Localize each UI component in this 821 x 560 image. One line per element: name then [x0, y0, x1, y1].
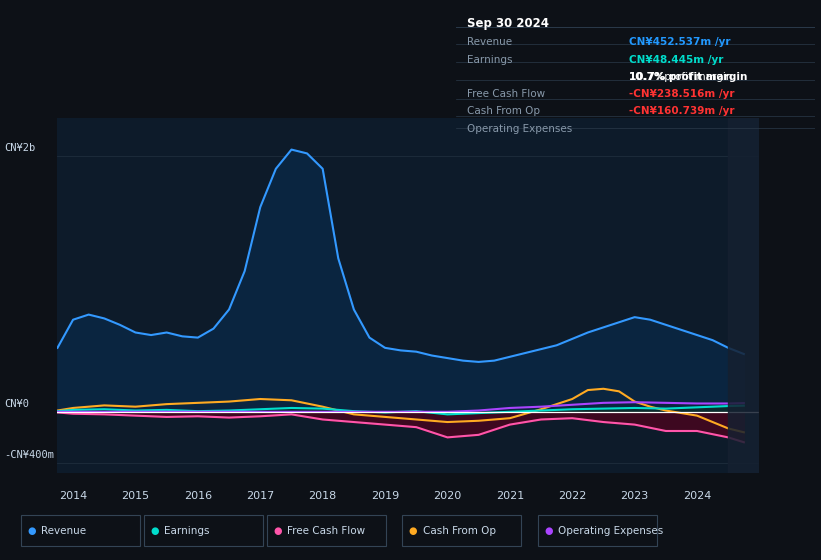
Text: -CN¥400m: -CN¥400m [4, 450, 54, 460]
Text: ●: ● [150, 526, 158, 536]
Text: Operating Expenses: Operating Expenses [558, 526, 663, 536]
Text: Revenue: Revenue [467, 37, 512, 47]
Text: -CN¥238.516m /yr: -CN¥238.516m /yr [629, 89, 734, 99]
Text: 2019: 2019 [371, 491, 399, 501]
Text: Free Cash Flow: Free Cash Flow [287, 526, 365, 536]
Text: 2014: 2014 [59, 491, 87, 501]
Text: -CN¥160.739m /yr: -CN¥160.739m /yr [629, 106, 734, 116]
Text: 2015: 2015 [122, 491, 149, 501]
Text: CN¥452.537m /yr: CN¥452.537m /yr [629, 37, 730, 47]
Text: 10.7% profit margin: 10.7% profit margin [629, 72, 747, 82]
Text: Earnings: Earnings [164, 526, 209, 536]
Text: Free Cash Flow: Free Cash Flow [467, 89, 545, 99]
Bar [728, 118, 759, 473]
Text: Operating Expenses: Operating Expenses [467, 124, 572, 134]
Text: 2017: 2017 [246, 491, 274, 501]
Text: profit margin: profit margin [661, 72, 732, 82]
Text: Cash From Op: Cash From Op [423, 526, 496, 536]
Text: 2021: 2021 [496, 491, 524, 501]
Text: ●: ● [409, 526, 417, 536]
Text: 2022: 2022 [558, 491, 586, 501]
Text: 2016: 2016 [184, 491, 212, 501]
Text: Earnings: Earnings [467, 55, 513, 66]
Text: Revenue: Revenue [41, 526, 86, 536]
Text: 2018: 2018 [309, 491, 337, 501]
Text: 10.7%: 10.7% [629, 72, 665, 82]
Text: CN¥48.445m /yr: CN¥48.445m /yr [629, 55, 723, 66]
Text: 2024: 2024 [683, 491, 711, 501]
Text: Cash From Op: Cash From Op [467, 106, 540, 116]
Text: 2023: 2023 [621, 491, 649, 501]
Text: ●: ● [544, 526, 553, 536]
Text: ●: ● [273, 526, 282, 536]
Text: Sep 30 2024: Sep 30 2024 [467, 17, 549, 30]
Text: CN¥2b: CN¥2b [4, 143, 35, 153]
Text: ●: ● [27, 526, 35, 536]
Text: 2020: 2020 [433, 491, 461, 501]
Text: CN¥0: CN¥0 [4, 399, 29, 409]
